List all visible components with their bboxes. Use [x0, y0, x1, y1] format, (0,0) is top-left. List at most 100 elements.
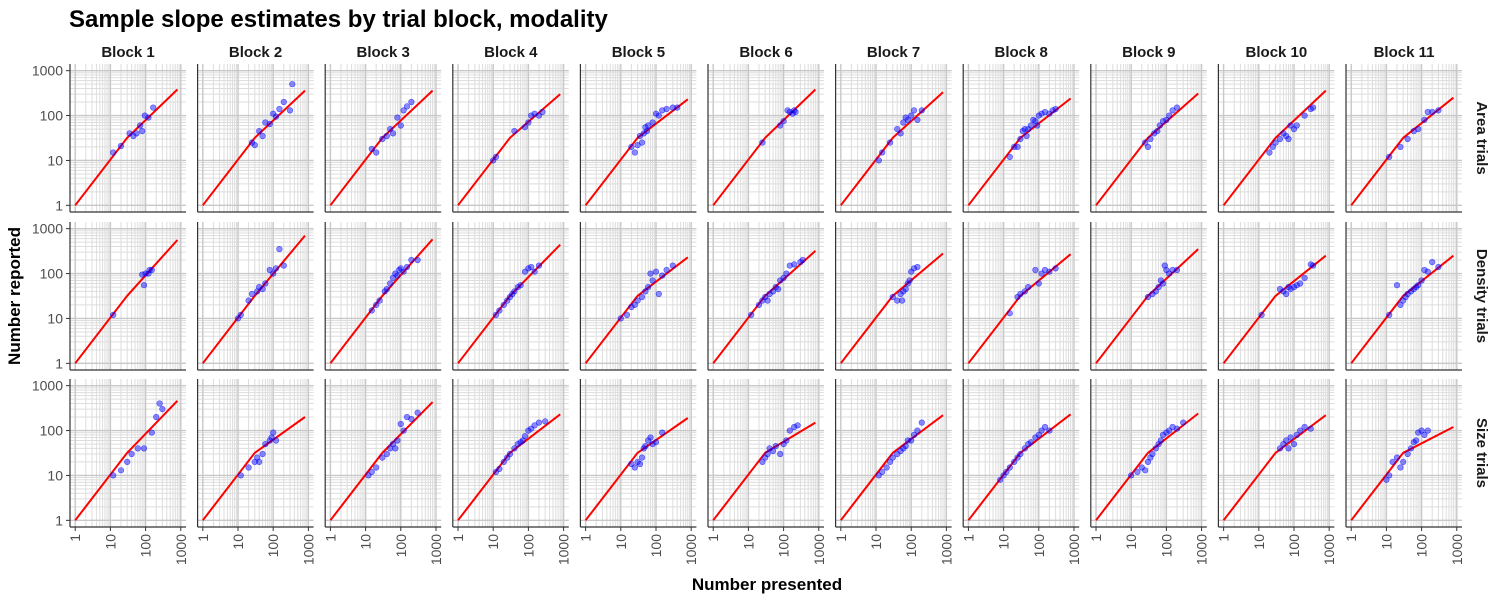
data-point — [383, 286, 390, 293]
data-point — [628, 303, 635, 311]
x-tick-label: 1000 — [1194, 534, 1210, 565]
data-point — [1046, 427, 1053, 434]
data-point — [772, 443, 779, 450]
x-tick-label: 10 — [868, 534, 884, 550]
data-point — [150, 104, 157, 111]
data-point — [1021, 445, 1028, 452]
data-point — [638, 454, 646, 461]
panel-1-5 — [579, 64, 697, 213]
data-point — [1283, 437, 1290, 444]
data-point — [539, 108, 546, 116]
data-point — [1397, 143, 1404, 150]
data-point — [110, 472, 117, 479]
y-tick-label: 1 — [55, 355, 63, 371]
data-point — [780, 274, 787, 282]
x-tick-label: 1000 — [1449, 534, 1465, 565]
column-strip-label: Block 6 — [739, 44, 792, 61]
data-point — [511, 445, 518, 452]
column-strip-label: Block 8 — [995, 44, 1048, 61]
data-point — [137, 122, 144, 129]
data-point — [669, 262, 676, 269]
data-point — [1134, 468, 1141, 476]
data-point — [638, 139, 646, 146]
fit-line — [1350, 96, 1455, 206]
data-point — [762, 293, 769, 301]
data-point — [286, 107, 294, 114]
data-point — [1006, 153, 1013, 160]
data-point — [638, 293, 646, 301]
x-tick-label: 100 — [776, 534, 792, 558]
panel-3-8: 1 10 100 1000 — [960, 379, 1082, 565]
data-point — [1272, 139, 1279, 146]
panel-3-4: 1 10 100 1000 — [450, 379, 572, 565]
data-point — [631, 149, 638, 156]
data-point — [1389, 458, 1396, 466]
data-point — [789, 110, 796, 117]
data-point — [786, 427, 793, 434]
data-point — [755, 301, 763, 309]
fit-line — [329, 238, 434, 364]
x-tick-label: 100 — [393, 534, 409, 558]
fit-line — [840, 414, 944, 521]
fit-line — [329, 89, 434, 206]
data-point — [280, 98, 287, 106]
panel-3-1: 1 10 100 1000 1 10 100 1000 — [32, 378, 189, 565]
data-point — [376, 297, 383, 304]
x-tick-label: 10 — [996, 534, 1012, 550]
data-point — [259, 450, 266, 458]
data-point — [237, 311, 244, 319]
data-point — [794, 422, 801, 429]
data-point — [908, 112, 915, 119]
data-point — [110, 311, 117, 319]
panel-2-7 — [834, 222, 952, 371]
data-point — [1301, 274, 1308, 282]
data-point — [1297, 280, 1304, 287]
data-point — [1397, 301, 1404, 309]
data-point — [1163, 116, 1170, 123]
data-point — [1287, 434, 1294, 441]
data-point — [256, 458, 263, 466]
data-point — [792, 108, 799, 116]
data-point — [403, 263, 411, 271]
data-point — [141, 112, 148, 119]
data-point — [245, 464, 252, 471]
data-point — [875, 157, 882, 164]
data-point — [1404, 135, 1411, 143]
data-point — [1435, 107, 1442, 114]
data-point — [414, 409, 421, 416]
panel-2-10 — [1217, 222, 1335, 371]
data-point — [889, 293, 896, 301]
data-point — [883, 464, 890, 471]
panel-1-11 — [1345, 64, 1462, 213]
data-point — [1421, 266, 1428, 274]
data-point — [496, 465, 503, 473]
data-point — [783, 270, 790, 277]
data-point — [368, 468, 375, 476]
data-point — [663, 105, 670, 113]
data-point — [1041, 423, 1049, 431]
data-point — [774, 286, 782, 293]
panel-1-1: 1 10 100 1000 — [32, 63, 186, 213]
data-point — [1159, 431, 1167, 439]
chart-title: Sample slope estimates by trial block, m… — [69, 6, 609, 33]
data-point — [1142, 467, 1149, 474]
data-point — [259, 132, 266, 140]
x-tick-label: 100 — [138, 534, 154, 558]
x-tick-label: 1 — [67, 534, 83, 542]
fit-line — [840, 91, 944, 206]
data-point — [1169, 266, 1176, 274]
data-point — [1283, 290, 1290, 298]
panel-2-11 — [1345, 222, 1462, 371]
data-point — [764, 297, 771, 304]
x-tick-label: 1000 — [811, 534, 827, 565]
data-point — [1038, 110, 1045, 117]
data-point — [886, 139, 894, 146]
x-tick-label: 1000 — [300, 534, 316, 565]
data-point — [511, 288, 518, 295]
data-point — [1285, 445, 1292, 452]
data-point — [1269, 143, 1276, 150]
data-point — [1383, 476, 1390, 483]
data-point — [634, 458, 641, 466]
x-tick-label: 100 — [648, 534, 664, 558]
x-tick-label: 10 — [1378, 534, 1394, 550]
